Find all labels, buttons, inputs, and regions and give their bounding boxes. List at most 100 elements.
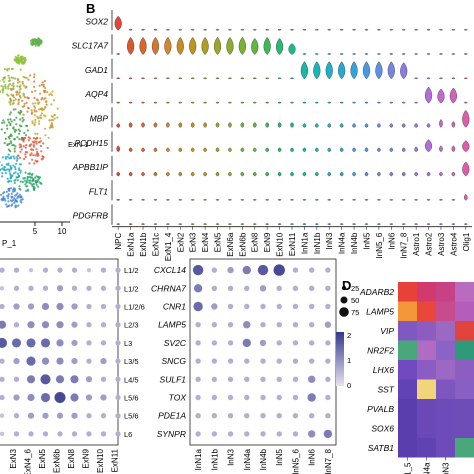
umap-point <box>15 162 18 165</box>
dotplot-inn-dot <box>257 264 269 276</box>
dotplot-exn-dot <box>0 286 5 291</box>
violin-shape <box>389 101 394 104</box>
umap-point <box>8 137 11 140</box>
violin-shape <box>166 198 170 201</box>
umap-point <box>30 90 34 94</box>
umap-point <box>17 93 20 96</box>
umap-point <box>46 146 49 150</box>
umap-point <box>7 67 10 70</box>
umap-point <box>10 67 13 71</box>
violin-shape <box>290 122 294 128</box>
umap-point <box>15 116 18 119</box>
violin-shape <box>414 77 418 80</box>
umap-point <box>13 77 17 80</box>
dotplot-exn-dot <box>0 337 8 348</box>
dotplot-exn-dot <box>42 285 49 291</box>
umap-point <box>26 177 29 180</box>
umap-point <box>0 90 2 93</box>
umap-point <box>32 145 36 148</box>
violin-shape <box>178 223 183 225</box>
umap-point <box>21 80 24 83</box>
violin-shape <box>387 61 395 80</box>
violin-shape <box>252 171 257 177</box>
heatmap-cell <box>436 360 455 380</box>
umap-point <box>33 188 36 191</box>
violin-shape <box>178 198 183 201</box>
violin-shape <box>201 37 209 55</box>
umap-point <box>42 98 45 101</box>
dotplot-exn-dot <box>13 303 20 310</box>
violin-shape <box>414 28 418 31</box>
umap-point <box>27 106 30 109</box>
dotplot-exn-dot <box>86 285 92 291</box>
dotplot-inn-dot <box>292 303 299 310</box>
dotplot-inn-dot <box>276 431 282 437</box>
umap-point <box>37 101 40 104</box>
umap-point <box>24 153 27 156</box>
umap-point <box>16 157 19 160</box>
violin-shape <box>251 38 259 55</box>
dotplot-exn-dot <box>71 321 78 328</box>
umap-point <box>14 145 17 148</box>
dotplot-exn-dot <box>115 285 121 291</box>
umap-point <box>45 103 48 106</box>
umap-point <box>9 176 13 179</box>
umap-point <box>10 180 13 183</box>
violin-shape <box>439 53 443 55</box>
dotplot-inn-dot <box>260 303 266 310</box>
violin-shape <box>116 101 120 104</box>
dotplot-exn-dot <box>57 267 63 273</box>
umap-point <box>8 142 11 145</box>
violin-shape <box>302 28 307 31</box>
violin-shape <box>139 37 147 55</box>
violin-shape <box>464 223 468 225</box>
dotplot-gene-label: CNR1 <box>163 302 186 312</box>
violin-shape <box>215 147 220 153</box>
violin-shape <box>141 122 145 128</box>
umap-point <box>34 132 37 135</box>
violin-shape <box>462 140 470 153</box>
umap-point <box>14 204 17 207</box>
dotplot-inn-dot <box>211 340 218 346</box>
size-legend-dot <box>339 307 349 317</box>
umap-point <box>20 138 23 141</box>
umap-point <box>0 84 3 87</box>
dotplot-exn-dot <box>41 321 50 329</box>
heatmap-gene-label: LAMP5 <box>366 306 394 316</box>
violin-shape <box>364 53 369 55</box>
umap-point <box>23 102 26 105</box>
umap-point <box>39 92 42 95</box>
umap-point <box>17 57 20 60</box>
umap-point <box>39 107 42 111</box>
dotplot-exn-dot <box>41 357 50 365</box>
umap-point <box>17 98 20 102</box>
violin-shape <box>290 171 294 177</box>
umap-point <box>9 140 12 143</box>
violin-shape <box>362 61 371 80</box>
umap-point <box>3 197 6 200</box>
size-legend-dot <box>341 285 347 291</box>
dotplot-exn-dot <box>13 376 20 382</box>
umap-point <box>7 87 10 90</box>
violin-shape <box>313 61 321 80</box>
violin-shape <box>166 122 170 128</box>
dotplot-inn-dot <box>325 285 331 291</box>
umap-point <box>4 85 7 88</box>
dotplot-exn-dot <box>28 267 34 273</box>
violin-x-label: ExN3 <box>189 232 198 252</box>
umap-point <box>34 89 37 92</box>
umap-point <box>34 102 37 105</box>
umap-point <box>19 143 22 146</box>
heatmap-gene-label: SOX6 <box>371 423 394 433</box>
umap-point <box>16 81 19 84</box>
umap-point <box>19 150 22 153</box>
dotplot-inn-dot <box>211 394 218 401</box>
dotplot-inn-dot <box>323 429 333 439</box>
umap-point <box>51 90 54 93</box>
violin-shape <box>451 53 456 55</box>
dotplot-inn-dot <box>308 303 315 310</box>
violin-shape <box>240 122 245 128</box>
umap-point <box>20 125 23 128</box>
dotplot-inn-x-label: InN4a <box>243 448 252 470</box>
violin-shape <box>300 61 308 80</box>
